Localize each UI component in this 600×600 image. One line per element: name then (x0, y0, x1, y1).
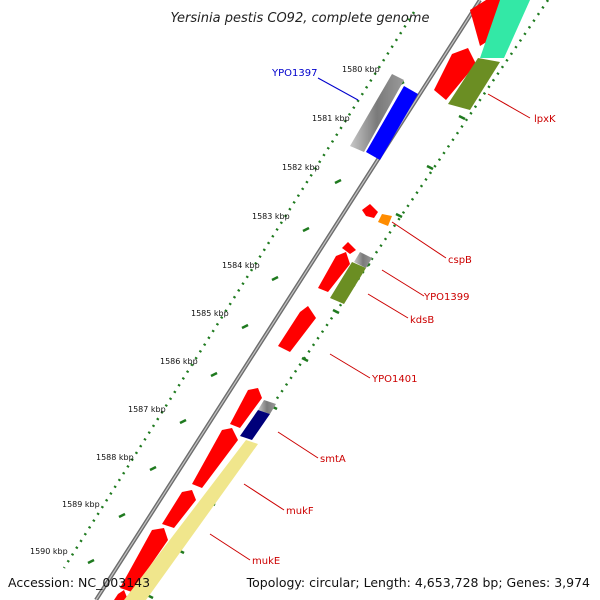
teal-feature[interactable] (480, 0, 530, 58)
cds-features-forward (114, 0, 504, 600)
label-connectors (209, 77, 531, 561)
cds-feature[interactable] (120, 528, 168, 592)
map-title: Yersinia pestis CO92, complete genome (171, 11, 430, 26)
gene-label-YPO1399[interactable]: YPO1399 (423, 292, 469, 303)
accession-text: Accession: NC_003143 (8, 575, 150, 590)
tick-label: 1587 kbp (128, 405, 166, 414)
connector-smtA (277, 431, 319, 459)
tick-label: 1586 kbp (160, 357, 198, 366)
olive-feature-kdsB[interactable] (330, 262, 366, 304)
yellow-feature-mukF-mukE[interactable] (124, 440, 258, 600)
gene-label-YPO1397[interactable]: YPO1397 (271, 68, 317, 79)
blue-feature[interactable] (366, 86, 418, 160)
cds-feature[interactable] (230, 388, 262, 428)
connector-cspB (391, 221, 447, 259)
connector-YPO1397 (317, 77, 359, 101)
inner-tick-ring (138, 0, 550, 600)
gray-feature-YPO1397[interactable] (350, 74, 404, 152)
tick-label: 1588 kbp (96, 453, 134, 462)
features-outer-lane (124, 0, 530, 600)
cds-feature[interactable] (192, 428, 238, 488)
tick-label: 1584 kbp (222, 261, 260, 270)
connector-YPO1399 (381, 269, 425, 297)
navy-feature-smtA[interactable] (240, 410, 270, 440)
gene-label-cspB[interactable]: cspB (448, 255, 472, 266)
gene-label-smtA[interactable]: smtA (320, 454, 346, 465)
topology-text: Topology: circular; Length: 4,653,728 bp… (246, 575, 590, 590)
tick-label: 1585 kbp (191, 309, 229, 318)
cds-feature-cspB-adjacent[interactable] (362, 204, 378, 218)
tick-label: 1582 kbp (282, 163, 320, 172)
cds-feature[interactable] (162, 490, 196, 528)
gene-label-mukF[interactable]: mukF (286, 506, 314, 517)
cds-feature-YPO1401[interactable] (278, 306, 316, 352)
gray-feature-YPO1399[interactable] (354, 252, 372, 268)
cds-feature[interactable] (342, 242, 356, 254)
outer-tick-ring (62, 11, 416, 569)
gene-labels: YPO1397 lpxK cspB YPO1399 kdsB YPO1401 s… (252, 68, 556, 567)
connector-mukF (243, 483, 285, 511)
connector-lpxK (487, 93, 531, 119)
connector-YPO1401 (329, 353, 371, 379)
outer-tick-dashes (87, 80, 405, 565)
tick-label: 1589 kbp (62, 500, 100, 509)
gene-label-lpxK[interactable]: lpxK (534, 114, 556, 125)
tick-label: 1583 kbp (252, 212, 290, 221)
connector-mukE (209, 533, 251, 561)
cds-feature[interactable] (318, 252, 350, 292)
orange-feature-cspB[interactable] (378, 214, 392, 226)
gray-feature[interactable] (258, 400, 276, 414)
tick-labels: 1580 kbp 1581 kbp 1582 kbp 1583 kbp 1584… (30, 65, 380, 556)
tick-label: 1581 kbp (312, 114, 350, 123)
genome-backbone-highlight (95, 0, 481, 600)
gene-label-mukE[interactable]: mukE (252, 556, 280, 567)
tick-label: 1590 kbp (30, 547, 68, 556)
tick-label: 1580 kbp (342, 65, 380, 74)
connector-kdsB (367, 293, 409, 319)
olive-feature-lpxK[interactable] (448, 58, 500, 110)
gene-label-kdsB[interactable]: kdsB (410, 315, 434, 326)
gene-label-YPO1401[interactable]: YPO1401 (371, 374, 417, 385)
cds-feature[interactable] (114, 590, 128, 600)
cds-feature[interactable] (434, 48, 476, 100)
